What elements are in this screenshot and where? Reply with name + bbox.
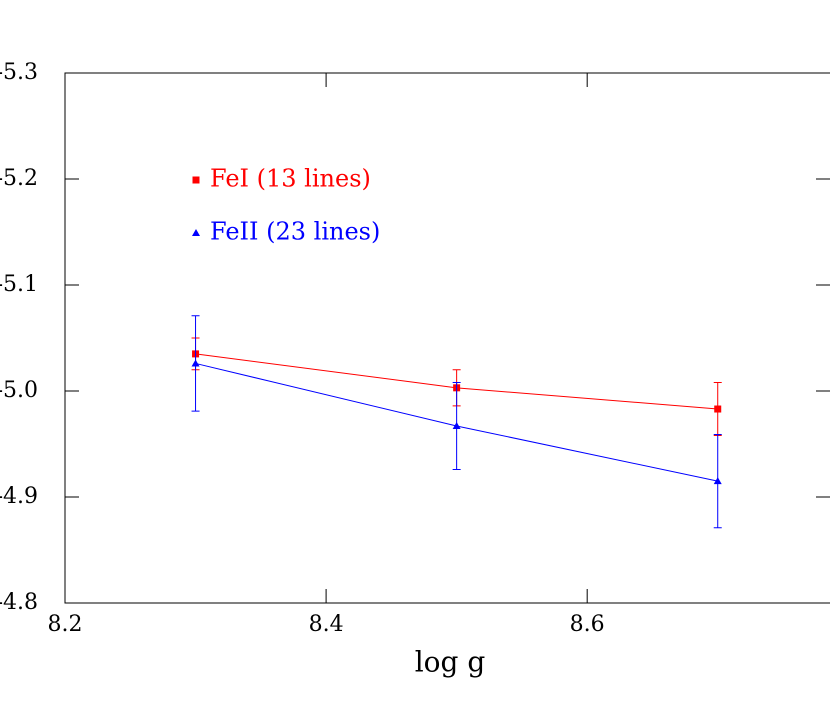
legend-label: FeI (13 lines) [210, 165, 371, 193]
y-tick-label: -4.8 [0, 590, 38, 615]
marker [714, 405, 722, 413]
x-axis-label: log g [415, 646, 486, 679]
marker [191, 359, 200, 367]
legend-marker [192, 176, 200, 184]
marker [713, 477, 722, 485]
legend-label: FeII (23 lines) [210, 218, 380, 246]
marker [452, 421, 461, 429]
y-tick-label: -4.9 [0, 484, 38, 509]
y-tick-label: -5.1 [0, 272, 38, 297]
legend-marker [192, 229, 200, 236]
y-tick-label: -5.0 [0, 378, 38, 403]
x-tick-label: 8.6 [570, 612, 605, 637]
y-tick-label: -5.2 [0, 166, 38, 191]
y-tick-label: -5.3 [0, 60, 38, 85]
x-tick-label: 8.2 [48, 612, 83, 637]
plot-frame [64, 72, 830, 604]
x-tick-label: 8.4 [309, 612, 344, 637]
